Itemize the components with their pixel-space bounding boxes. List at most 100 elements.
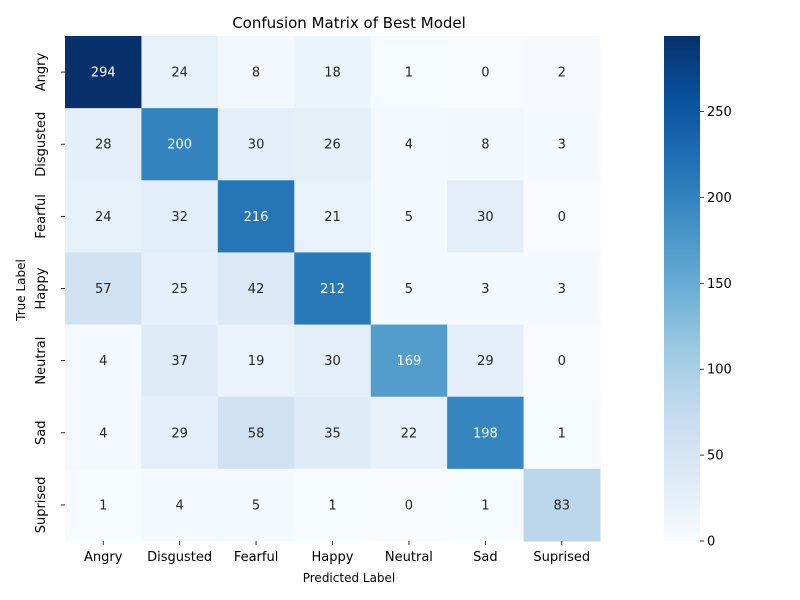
heatmap-cell [370, 36, 448, 109]
cell-value-label: 19 [248, 354, 265, 369]
cell-value-label: 26 [324, 138, 341, 153]
cell-value-label: 58 [248, 426, 265, 441]
y-tick-label: Neutral [34, 337, 49, 385]
cell-value-label: 8 [481, 138, 489, 153]
cell-value-label: 29 [477, 354, 494, 369]
cell-value-label: 24 [171, 66, 188, 81]
colorbar-ticks: 0 50 100 150 200 250 [700, 105, 732, 550]
x-tick-label: Happy [312, 550, 354, 565]
cell-value-label: 4 [176, 498, 184, 513]
cell-value-label: 200 [167, 138, 192, 153]
x-tick-label: Suprised [533, 550, 590, 565]
chart-title: Confusion Matrix of Best Model [232, 14, 466, 32]
cell-value-label: 2 [558, 66, 566, 81]
heatmap-cell [294, 468, 372, 542]
cell-value-label: 212 [320, 282, 345, 297]
heatmap-cell [141, 324, 219, 398]
colorbar-tick-label: 200 [707, 191, 732, 206]
cell-value-label: 0 [558, 354, 566, 369]
cell-value-label: 3 [481, 282, 489, 297]
cell-value-label: 5 [252, 498, 260, 513]
cell-value-label: 4 [99, 426, 107, 441]
cell-value-label: 1 [558, 426, 566, 441]
cell-value-label: 216 [244, 210, 269, 225]
heatmap-cell [65, 36, 142, 109]
colorbar-tick-label: 0 [707, 535, 715, 550]
heatmap-cell [523, 36, 601, 109]
heatmap-cell [217, 36, 295, 109]
heatmap-cell [370, 180, 448, 253]
heatmap-cell [447, 468, 525, 542]
cell-value-label: 35 [324, 426, 341, 441]
cell-value-label: 1 [99, 498, 107, 513]
y-axis-label: True Label [14, 259, 28, 322]
x-tick-label: Angry [84, 550, 123, 565]
heatmap-cell [294, 396, 372, 470]
heatmap-cell [523, 252, 601, 326]
colorbar-tick-label: 50 [707, 449, 724, 464]
cell-value-label: 57 [95, 282, 112, 297]
y-tick-label: Sad [34, 421, 49, 445]
cell-value-label: 30 [248, 138, 265, 153]
heatmap-cell [141, 108, 219, 181]
cell-value-label: 8 [252, 66, 260, 81]
cell-value-label: 0 [558, 210, 566, 225]
heatmap-cell [65, 468, 142, 542]
heatmap-cell [447, 108, 525, 181]
cell-value-label: 25 [171, 282, 188, 297]
heatmap-cell [217, 396, 295, 470]
heatmap-cell [141, 180, 219, 253]
heatmap-cell [141, 36, 219, 109]
heatmap-cell [523, 396, 601, 470]
cell-value-label: 24 [95, 210, 112, 225]
heatmap-cell [217, 324, 295, 398]
heatmap-cell [294, 252, 372, 326]
x-axis-label: Predicted Label [303, 571, 396, 585]
heatmap-cell [65, 396, 142, 470]
heatmap-cell [370, 252, 448, 326]
x-tick-label: Disgusted [147, 550, 212, 565]
cell-value-label: 3 [558, 282, 566, 297]
cell-value-label: 30 [324, 354, 341, 369]
x-tick-label: Neutral [385, 550, 433, 565]
heatmap-cell [523, 180, 601, 253]
cell-value-label: 1 [481, 498, 489, 513]
colorbar-tick-label: 250 [707, 105, 732, 120]
cell-value-label: 30 [477, 210, 494, 225]
heatmap-cell [370, 324, 448, 398]
heatmap-cell [294, 36, 372, 109]
cell-value-label: 37 [171, 354, 188, 369]
heatmap-cell [294, 108, 372, 181]
x-tick-label: Sad [473, 550, 497, 565]
heatmap-cell [294, 324, 372, 398]
heatmap-cell [523, 324, 601, 398]
x-axis-ticks: Angry Disgusted Fearful Happy Neutral Sad Supr… [84, 541, 590, 565]
cell-value-label: 21 [324, 210, 341, 225]
y-tick-label: Happy [34, 267, 49, 309]
heatmap-cell [523, 108, 601, 181]
heatmap-cell [447, 180, 525, 253]
heatmap-cell [65, 252, 142, 326]
y-tick-label: Angry [34, 53, 49, 92]
y-tick-label: Fearful [34, 194, 49, 239]
cell-value-label: 5 [405, 282, 413, 297]
heatmap-cell [370, 108, 448, 181]
cell-value-label: 83 [554, 498, 571, 513]
heatmap-cell [217, 468, 295, 542]
cell-value-label: 4 [405, 138, 413, 153]
heatmap-cell [65, 180, 142, 253]
cell-value-label: 42 [248, 282, 265, 297]
cell-value-label: 294 [91, 66, 116, 81]
heatmap-cell [447, 396, 525, 470]
cell-value-label: 22 [401, 426, 418, 441]
heatmap-cell [370, 396, 448, 470]
cell-value-label: 1 [405, 66, 413, 81]
heatmap-cell [141, 396, 219, 470]
x-tick-label: Fearful [234, 550, 279, 565]
cell-value-label: 198 [473, 426, 498, 441]
cell-value-label: 28 [95, 138, 112, 153]
cell-value-label: 3 [558, 138, 566, 153]
cell-value-label: 18 [324, 66, 341, 81]
y-tick-label: Disgusted [34, 112, 49, 177]
